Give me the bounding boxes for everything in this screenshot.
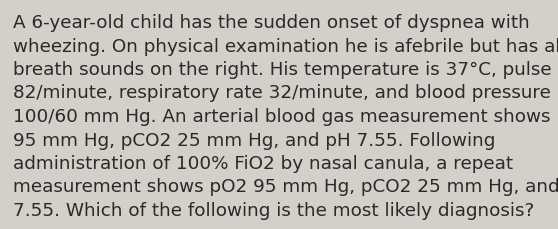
Text: administration of 100% FiO2 by nasal canula, a repeat: administration of 100% FiO2 by nasal can… xyxy=(13,154,513,172)
Text: 95 mm Hg, pCO2 25 mm Hg, and pH 7.55. Following: 95 mm Hg, pCO2 25 mm Hg, and pH 7.55. Fo… xyxy=(13,131,496,149)
Text: A 6-year-old child has the sudden onset of dyspnea with: A 6-year-old child has the sudden onset … xyxy=(13,14,530,32)
Text: 7.55. Which of the following is the most likely diagnosis?: 7.55. Which of the following is the most… xyxy=(13,201,534,219)
Text: breath sounds on the right. His temperature is 37°C, pulse: breath sounds on the right. His temperat… xyxy=(13,61,552,79)
Text: 100/60 mm Hg. An arterial blood gas measurement shows pO2: 100/60 mm Hg. An arterial blood gas meas… xyxy=(13,108,558,125)
Text: 82/minute, respiratory rate 32/minute, and blood pressure: 82/minute, respiratory rate 32/minute, a… xyxy=(13,84,551,102)
Text: measurement shows pO2 95 mm Hg, pCO2 25 mm Hg, and pH: measurement shows pO2 95 mm Hg, pCO2 25 … xyxy=(13,178,558,196)
Text: wheezing. On physical examination he is afebrile but has absent: wheezing. On physical examination he is … xyxy=(13,37,558,55)
